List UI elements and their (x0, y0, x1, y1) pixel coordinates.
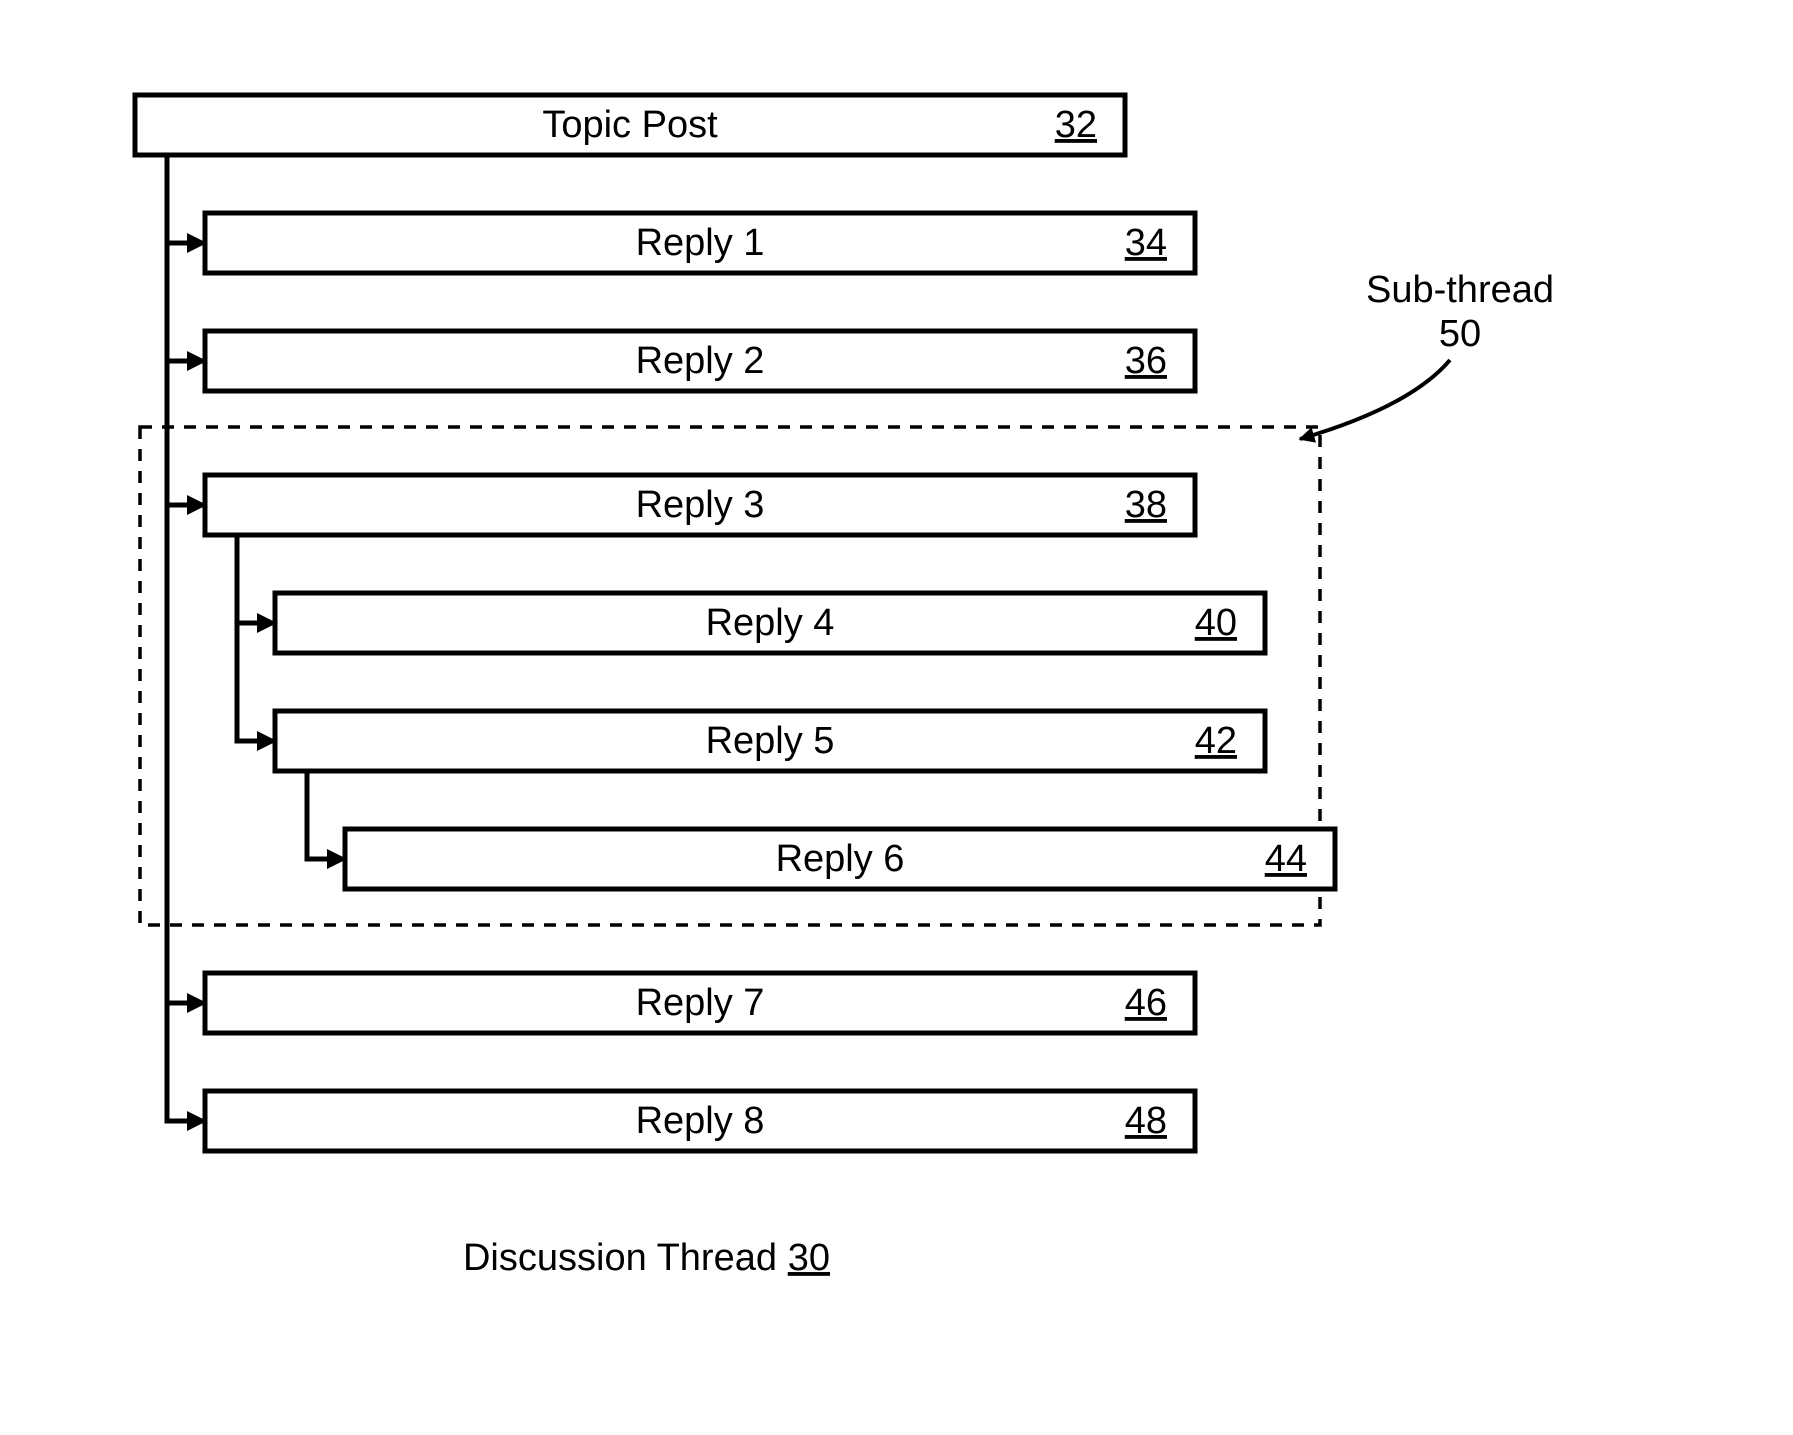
conn-r5-r6 (307, 771, 345, 859)
reply-5-ref: 42 (1195, 720, 1237, 762)
conn-topic-r8 (167, 1003, 205, 1121)
conn-topic-r7 (167, 505, 205, 1003)
reply-1-ref: 34 (1125, 222, 1167, 264)
reply-6-ref: 44 (1265, 838, 1307, 880)
reply-3-label: Reply 3 (636, 484, 765, 526)
reply-1-label: Reply 1 (636, 222, 765, 264)
subthread-label-2: 50 (1439, 313, 1481, 355)
topic-post-label: Topic Post (542, 104, 718, 146)
reply-7-label: Reply 7 (636, 982, 765, 1024)
reply-2-ref: 36 (1125, 340, 1167, 382)
reply-8-ref: 48 (1125, 1100, 1167, 1142)
reply-5-label: Reply 5 (706, 720, 835, 762)
subthread-label-1: Sub-thread (1366, 269, 1554, 311)
conn-r3-r5 (237, 623, 275, 741)
reply-4-label: Reply 4 (706, 602, 835, 644)
subthread-pointer (1300, 360, 1450, 439)
reply-4-ref: 40 (1195, 602, 1237, 644)
topic-post-ref: 32 (1055, 104, 1097, 146)
conn-topic-r1 (167, 155, 205, 243)
reply-7-ref: 46 (1125, 982, 1167, 1024)
conn-r3-r4 (237, 535, 275, 623)
reply-3-ref: 38 (1125, 484, 1167, 526)
reply-8-label: Reply 8 (636, 1100, 765, 1142)
reply-2-label: Reply 2 (636, 340, 765, 382)
caption-ref: 30 (788, 1237, 830, 1279)
reply-6-label: Reply 6 (776, 838, 905, 880)
conn-topic-r2 (167, 243, 205, 361)
conn-topic-r3 (167, 361, 205, 505)
caption-text: Discussion Thread (463, 1237, 777, 1279)
